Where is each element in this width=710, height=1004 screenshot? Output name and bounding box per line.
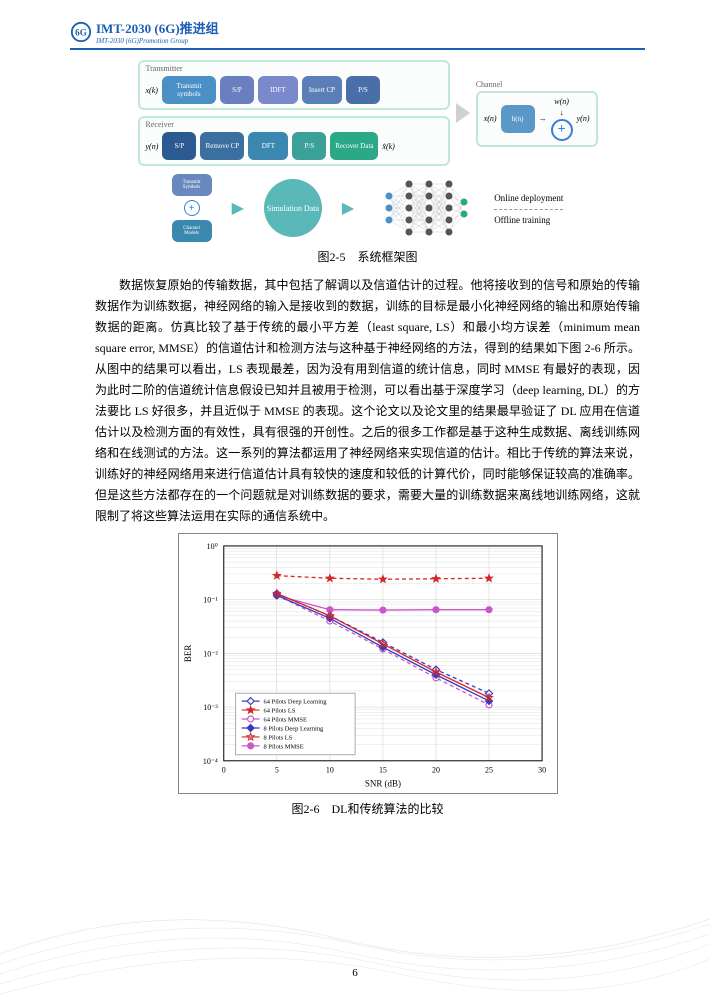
svg-text:10⁻⁴: 10⁻⁴ — [202, 757, 217, 766]
logo-icon: 6G — [70, 21, 92, 43]
svg-text:8 Pilots MMSE: 8 Pilots MMSE — [263, 743, 303, 750]
svg-text:15: 15 — [378, 766, 386, 775]
svg-text:10⁰: 10⁰ — [206, 542, 217, 551]
yn-in: y(n) — [146, 142, 159, 151]
plus-icon-small: + — [184, 200, 200, 216]
body-paragraph: 数据恢复原始的传输数据，其中包括了解调以及信道估计的过程。他将接收到的信号和原始… — [95, 275, 640, 527]
channel-block: h(n) — [501, 105, 535, 133]
block: Insert CP — [302, 76, 342, 104]
svg-text:BER: BER — [182, 645, 192, 662]
svg-text:64 Pilots Deep Learning: 64 Pilots Deep Learning — [263, 699, 327, 706]
header-subtitle: IMT-2030 (6G)Promotion Group — [96, 37, 219, 45]
block: P/S — [292, 132, 326, 160]
figure-caption-2: 图2-6 DL和传统算法的比较 — [95, 800, 640, 817]
svg-text:10: 10 — [325, 766, 333, 775]
svg-text:8 Pilots LS: 8 Pilots LS — [263, 734, 292, 741]
svg-text:20: 20 — [432, 766, 440, 775]
neural-network-icon — [374, 178, 474, 238]
plus-icon: + — [551, 119, 573, 141]
background-decoration — [0, 884, 710, 1004]
header-title: IMT-2030 (6G)推进组 — [96, 18, 219, 37]
svg-text:6G: 6G — [75, 27, 87, 37]
xk-hat: x̂(k) — [382, 142, 394, 151]
svg-text:10⁻¹: 10⁻¹ — [203, 596, 218, 605]
block: Recover Data — [330, 132, 378, 160]
block: P/S — [346, 76, 380, 104]
small-ch-block: Channel Models — [172, 220, 212, 242]
block: S/P — [162, 132, 196, 160]
block: Transmit symbols — [162, 76, 216, 104]
figure-caption-1: 图2-5 系统框架图 — [95, 248, 640, 265]
arrow-icon — [456, 103, 470, 123]
block: DFT — [248, 132, 288, 160]
page-number: 6 — [0, 967, 710, 979]
svg-text:SNR (dB): SNR (dB) — [364, 779, 400, 789]
svg-text:10⁻²: 10⁻² — [203, 649, 218, 658]
channel-label: Channel — [476, 80, 598, 89]
sim-data-circle: Simulation Data — [264, 179, 322, 237]
system-diagram: Transmitter x(k) Transmit symbolsS/PIDFT… — [138, 60, 598, 242]
svg-text:5: 5 — [274, 766, 278, 775]
tx-label: Transmitter — [146, 64, 183, 73]
svg-text:0: 0 — [221, 766, 225, 775]
yn-out: y(n) — [577, 114, 590, 123]
offline-label: Offline training — [494, 212, 563, 228]
xk-in: x(k) — [146, 86, 158, 95]
svg-text:8 Pilots Deep Learning: 8 Pilots Deep Learning — [263, 725, 323, 732]
small-tx-block: Transmit Symbols — [172, 174, 212, 196]
xn-label: x(n) — [484, 114, 497, 123]
online-label: Online deployment — [494, 190, 563, 206]
block: IDFT — [258, 76, 298, 104]
svg-text:64 Pilots LS: 64 Pilots LS — [263, 708, 295, 715]
block: Remove CP — [200, 132, 244, 160]
svg-text:30: 30 — [538, 766, 546, 775]
rx-label: Receiver — [146, 120, 174, 129]
svg-text:10⁻³: 10⁻³ — [203, 703, 218, 712]
block: S/P — [220, 76, 254, 104]
svg-text:64 Pilots MMSE: 64 Pilots MMSE — [263, 717, 306, 724]
ber-chart: 0 5 10 15 20 25 30 10⁰ 10⁻¹ 10⁻² 10⁻³ 10⁻⁴ SNR (dB) B… — [178, 533, 558, 794]
svg-text:25: 25 — [485, 766, 493, 775]
wn-label: w(n) — [554, 97, 569, 106]
